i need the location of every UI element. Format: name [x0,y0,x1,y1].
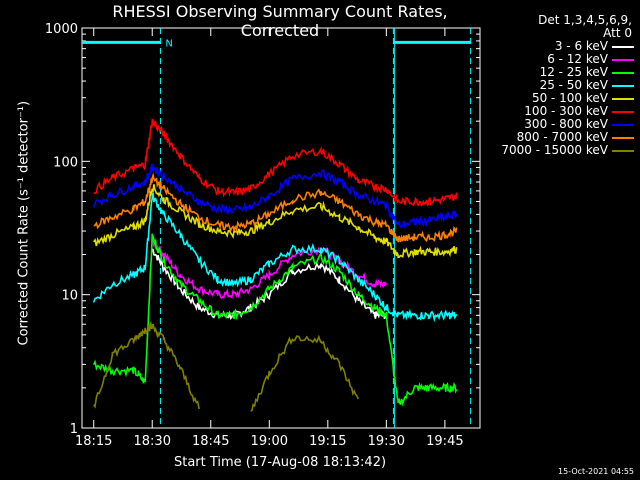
x-tick-label: 18:45 [192,434,229,449]
legend-label: 7000 - 15000 keV [501,143,608,157]
legend-swatch [612,137,634,139]
y-axis-label: Corrected Count Rate (s⁻¹ detector⁻¹) [16,100,32,346]
legend-swatch [612,85,634,87]
y-tick-label: 1 [70,422,78,437]
x-tick-label: 18:30 [134,434,171,449]
legend-swatch [612,59,634,61]
legend-header: Det 1,3,4,5,6,9, Att 0 [482,14,632,40]
legend-entry: 50 - 100 keV [480,92,638,105]
y-tick-label: 1000 [45,22,78,37]
y-tick-label: 10 [61,289,78,304]
night-marker-label: N [165,38,172,49]
legend-entry: 7000 - 15000 keV [480,144,638,157]
x-tick-label: 19:00 [251,434,288,449]
series-line [92,233,458,407]
tick-labels: 1 10 100 1000 18:15 18:30 18:45 19:00 19:15 19:30… [45,22,464,449]
legend-entry: 300 - 800 keV [480,118,638,131]
x-tick-label: 19:45 [426,434,463,449]
chart-title: RHESSI Observing Summary Count Rates, Co… [112,2,448,40]
series-line [93,184,458,259]
legend-label: 800 - 7000 keV [516,130,608,144]
plot-frame [81,27,481,429]
attenuator-state: Att 0 [603,26,632,40]
legend-entry: 800 - 7000 keV [480,131,638,144]
legend-swatch [612,72,634,74]
axes [81,27,481,429]
series-line [93,118,458,208]
legend-entry: 100 - 300 keV [480,105,638,118]
y-tick-label: 100 [53,155,78,170]
legend-label: 300 - 800 keV [524,117,608,131]
legend-entry: 12 - 25 keV [480,66,638,79]
legend-label: 6 - 12 keV [547,52,608,66]
legend-swatch [612,98,634,100]
legend-entry: 25 - 50 keV [480,79,638,92]
series-line [93,172,458,243]
generation-timestamp: 15-Oct-2021 04:55 [558,467,634,476]
legend-label: 100 - 300 keV [524,104,608,118]
x-tick-label: 19:15 [309,434,346,449]
legend-swatch [612,111,634,113]
x-tick-label: 18:15 [75,434,112,449]
detector-list: Det 1,3,4,5,6,9, [538,13,632,27]
legend-label: 3 - 6 keV [554,39,608,53]
legend-entry: 6 - 12 keV [480,53,638,66]
legend: 3 - 6 keV 6 - 12 keV 12 - 25 keV 25 - 50 ke… [480,40,638,157]
legend-label: 25 - 50 keV [539,78,608,92]
series-lines [92,118,458,412]
legend-swatch [612,46,634,48]
series-line [92,191,458,323]
x-tick-label: 19:30 [368,434,405,449]
legend-entry: 3 - 6 keV [480,40,638,53]
legend-swatch [612,150,634,152]
series-line [92,163,458,230]
legend-label: 50 - 100 keV [531,91,608,105]
series-line [93,320,360,412]
legend-label: 12 - 25 keV [539,65,608,79]
legend-swatch [612,124,634,126]
x-axis-label: Start Time (17-Aug-08 18:13:42) [173,455,387,470]
